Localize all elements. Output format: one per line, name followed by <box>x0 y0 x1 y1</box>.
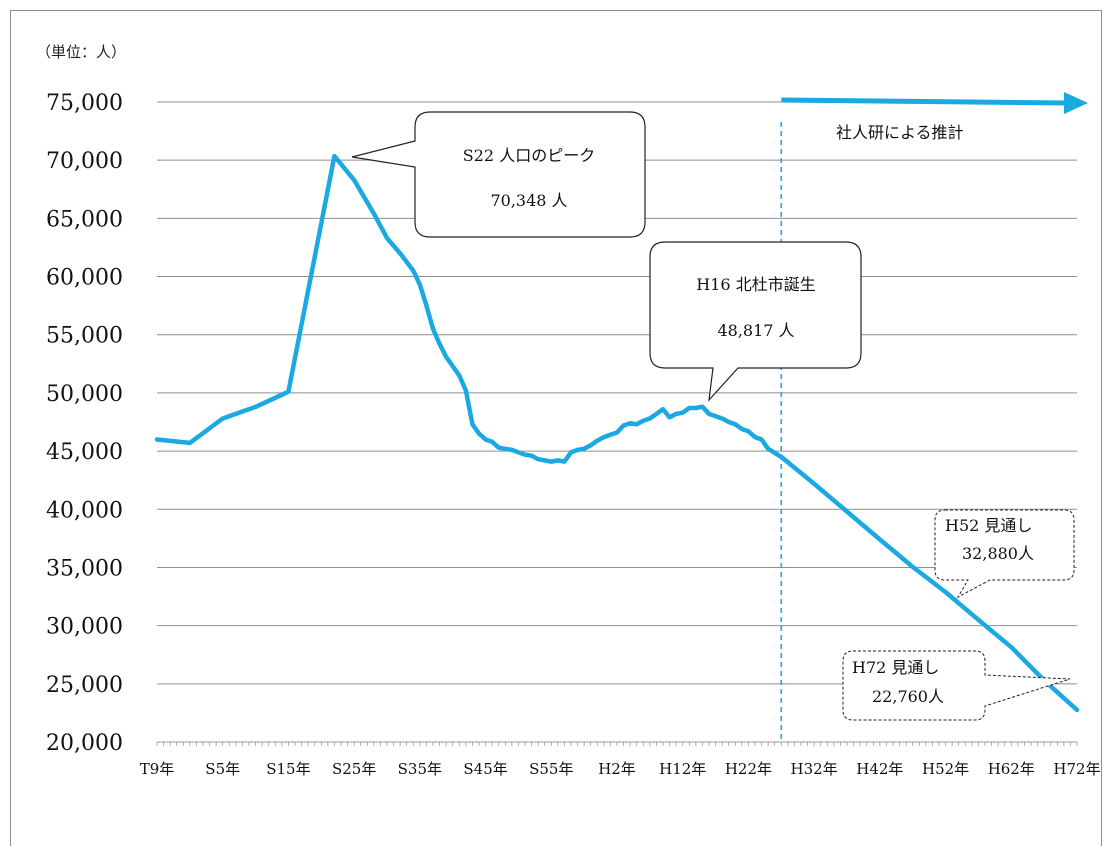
x-tick-label: S15年 <box>266 760 310 778</box>
x-tick-label: S35年 <box>398 760 442 778</box>
peak-callout-line2: 70,348 人 <box>490 191 567 210</box>
x-tick-label: H32年 <box>791 760 838 778</box>
h52-note: H52 見通し 32,880人 <box>934 509 1075 599</box>
x-tick-label: H22年 <box>725 760 772 778</box>
y-tick-label: 55,000 <box>46 324 123 349</box>
unit-label: （単位：人） <box>36 43 126 61</box>
y-tick-label: 65,000 <box>46 207 123 232</box>
y-tick-label: 40,000 <box>46 498 123 523</box>
y-tick-label: 20,000 <box>46 731 123 756</box>
series-lines <box>154 153 1080 713</box>
y-tick-label: 60,000 <box>46 266 123 291</box>
x-tick-label: H62年 <box>988 760 1035 778</box>
x-tick-label: H52年 <box>922 760 969 778</box>
x-tick-label: H42年 <box>856 760 903 778</box>
x-tick-label: H12年 <box>659 760 706 778</box>
projection-arrow <box>781 92 1088 114</box>
h72-note-line2: 22,760人 <box>872 687 944 706</box>
series-line-projection <box>779 454 1080 713</box>
y-tick-label: 70,000 <box>46 149 123 174</box>
peak-callout: S22 人口のピーク 70,348 人 <box>351 111 646 238</box>
x-tick-label: T9年 <box>140 760 175 778</box>
birth-callout: H16 北杜市誕生 48,817 人 <box>649 241 862 402</box>
h72-note: H72 見通し 22,760人 <box>842 650 1071 721</box>
x-tick-label: S25年 <box>332 760 376 778</box>
h72-note-line1: H72 見通し <box>852 658 939 677</box>
x-tick-label: H72年 <box>1053 760 1100 778</box>
y-tick-label: 75,000 <box>46 91 123 116</box>
x-tick-label: H2年 <box>598 760 636 778</box>
birth-callout-line2: 48,817 人 <box>717 321 794 340</box>
x-axis-minor-ticks <box>156 742 1078 746</box>
y-tick-label: 25,000 <box>46 673 123 698</box>
peak-callout-line1: S22 人口のピーク <box>463 146 595 165</box>
x-tick-label: S55年 <box>529 760 573 778</box>
h52-note-line2: 32,880人 <box>962 544 1034 563</box>
series-line-historical <box>154 153 784 464</box>
x-tick-label: S5年 <box>205 760 240 778</box>
birth-callout-line1: H16 北杜市誕生 <box>696 275 815 294</box>
y-tick-label: 50,000 <box>46 382 123 407</box>
y-tick-label: 35,000 <box>46 556 123 581</box>
x-axis-ticks: T9年 S5年 S15年 S25年 S35年 S45年 S55年 H2年 H12年 H22年 H32… <box>140 760 1101 778</box>
y-tick-label: 30,000 <box>46 615 123 640</box>
y-axis-ticks: 20,000 25,000 30,000 35,000 40,000 45,000 50,0… <box>46 91 123 756</box>
projection-label: 社人研による推計 <box>836 123 964 142</box>
y-tick-label: 45,000 <box>46 440 123 465</box>
h52-note-line1: H52 見通し <box>945 516 1032 535</box>
x-tick-label: S45年 <box>463 760 507 778</box>
